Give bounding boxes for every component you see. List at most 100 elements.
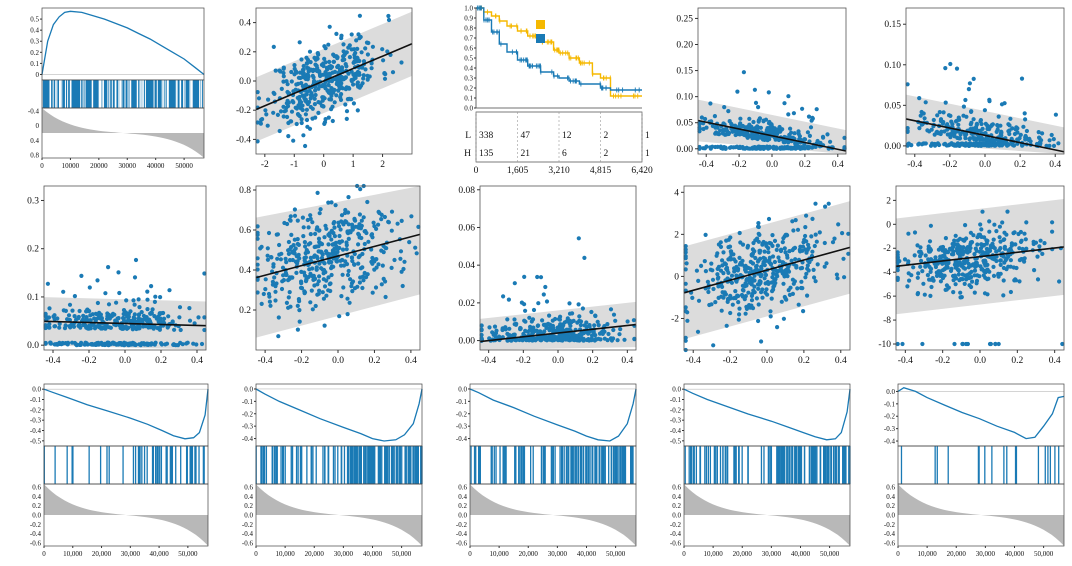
enrichment-curve [255,388,423,442]
data-point [973,136,978,141]
data-point [505,317,510,322]
data-point [351,82,356,87]
data-point [743,146,748,151]
data-point [285,82,290,87]
y-tick-label: 0.7 [464,35,473,43]
data-point [265,246,270,251]
y-tick-label: 0.6 [458,484,467,492]
data-point [389,265,394,270]
data-point [132,341,137,346]
data-point [1002,260,1007,265]
data-point [339,219,344,224]
es-frame [41,7,205,81]
y-tick-label: 0.6 [464,45,473,53]
data-point [317,211,322,216]
y-tick-label: 0.0 [672,386,681,394]
data-point [338,83,343,88]
data-point [745,243,751,248]
data-point [265,257,270,262]
data-point [730,302,735,307]
data-point [363,67,368,72]
data-point [996,274,1001,279]
risk-count-l: 2 [604,131,609,141]
data-point [794,145,799,150]
data-point [356,242,361,247]
data-point [761,261,766,267]
data-point [479,327,484,332]
data-point [1036,130,1041,135]
panel-o: 0.0 -0.1 -0.2 -0.3 -0.4 0.6 0.4 0.2 0.0 -0.2 -0.4-… [858,380,1068,564]
data-point [726,109,731,114]
data-point [784,232,789,237]
data-point [933,264,938,270]
y-tick-label: 0.4 [244,493,253,501]
data-point [339,75,344,80]
data-point [987,229,992,234]
data-point [363,229,368,234]
data-point [768,309,773,314]
data-point [381,250,386,255]
data-point [705,279,710,284]
data-point [322,323,327,328]
hit-bars [43,446,205,484]
x-tick-label: -0.4 [686,356,701,366]
data-point [356,261,361,266]
data-point [766,121,772,126]
data-point [72,294,77,299]
data-point [727,145,732,150]
data-point [369,66,374,71]
data-point [323,72,328,77]
data-point [386,17,392,23]
data-point [345,312,350,317]
x-tick-label: 0.4 [1049,160,1061,170]
data-point [1050,220,1055,225]
data-point [288,119,293,124]
data-point [979,227,984,232]
data-point [285,221,290,227]
data-point [329,237,334,242]
data-point [1038,238,1043,243]
data-point [202,327,207,333]
data-point [733,259,738,264]
data-point [1039,138,1044,143]
data-point [760,242,765,247]
data-point [196,315,201,320]
data-point [756,224,761,229]
data-point [722,291,727,296]
data-point [912,230,918,235]
data-point [479,323,484,328]
data-point [272,275,277,280]
data-point [965,341,970,347]
data-point [340,58,345,63]
y-tick-label: -0.2 [30,521,42,529]
data-point [152,342,157,347]
data-point [349,32,354,37]
data-point [719,308,724,313]
data-point [255,236,260,241]
data-point [355,80,360,85]
data-point [95,300,100,306]
data-point [814,107,819,112]
data-point [795,227,801,232]
data-point [356,231,361,236]
data-point [71,324,77,329]
data-point [557,326,563,332]
data-point [317,228,322,233]
data-point [286,305,291,310]
data-point [281,79,286,84]
data-point [782,101,787,106]
data-point [786,288,791,293]
data-point [740,242,746,247]
data-point [335,64,340,70]
data-point [500,327,505,333]
data-point [744,306,749,311]
data-point [416,224,421,229]
y-tick-label: 0.4 [464,65,473,73]
data-point [48,341,54,346]
data-point [737,312,742,317]
data-point [538,275,544,280]
data-point [813,232,818,237]
data-point [962,131,968,136]
ranked-metric-area [42,108,204,158]
data-point [1022,111,1027,116]
